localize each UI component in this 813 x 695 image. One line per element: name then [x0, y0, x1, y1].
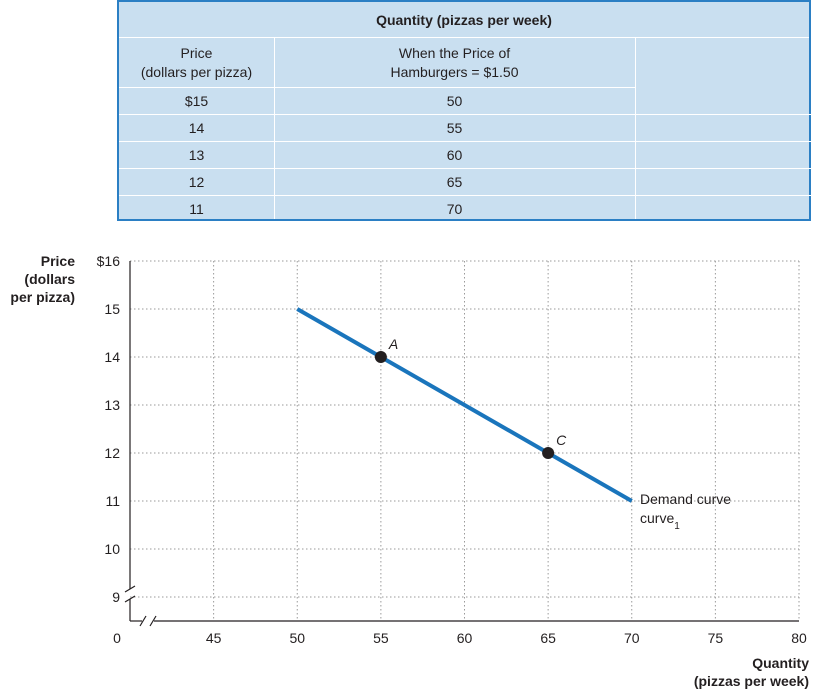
y-tick-label: 13: [104, 397, 120, 413]
quantity-header-line1: When the Price of: [398, 44, 511, 61]
y-tick-label: 10: [104, 541, 120, 557]
y-tick-label: 9: [112, 589, 120, 605]
table-cell-empty: [635, 115, 811, 142]
chart-tick-labels: 9 10 11 12 13 14 15 $16 45 50 55 60 65 70 75 80 0: [97, 253, 807, 646]
demand-curve-subscript: 1: [674, 521, 680, 532]
column-divider: [635, 38, 636, 219]
table-cell-price: 11: [119, 196, 274, 223]
demand-curve-label-line2: curve1: [640, 510, 680, 532]
quantity-header-text: When the Price of Hamburgers = $1.50: [390, 44, 518, 82]
y-axis-title-line3: per pizza): [10, 289, 75, 305]
demand-schedule-table: Quantity (pizzas per week) Price (dollar…: [117, 0, 811, 223]
demand-curve-line: [296, 307, 633, 503]
y-tick-label: 11: [105, 493, 120, 509]
table-cell-quantity: 70: [274, 196, 635, 223]
point-a-label: A: [388, 336, 398, 352]
quantity-header-line2: Hamburgers = $1.50: [390, 63, 519, 80]
chart-grid: [130, 260, 800, 621]
x-tick-label: 65: [540, 630, 556, 646]
y-axis-title-line2: (dollars: [24, 271, 75, 287]
x-axis-break-mark: [149, 615, 157, 627]
table-cell-empty: [635, 169, 811, 196]
table-cell-quantity: 50: [274, 88, 635, 115]
table-cell-quantity: 55: [274, 115, 635, 142]
x-tick-label: 70: [624, 630, 640, 646]
table-cell-price: 14: [119, 115, 274, 142]
price-column-header: Price (dollars per pizza): [119, 38, 274, 88]
y-tick-label: 15: [104, 301, 120, 317]
price-header-line2: (dollars per pizza): [140, 63, 253, 80]
x-tick-label: 50: [289, 630, 305, 646]
demand-curve-label-line1: Demand curve: [640, 491, 731, 507]
x-tick-label: 80: [791, 630, 807, 646]
demand-curve-label: Demand curve: [640, 491, 731, 507]
y-axis-break-mark: [124, 595, 136, 603]
table-title: Quantity (pizzas per week): [119, 2, 809, 38]
point-c-label: C: [556, 432, 567, 448]
y-tick-label: $16: [97, 253, 121, 269]
x-tick-label: 55: [373, 630, 389, 646]
y-tick-label: 12: [104, 445, 120, 461]
point-c: [542, 447, 555, 459]
point-a: [374, 351, 387, 363]
table-cell-quantity: 65: [274, 169, 635, 196]
y-tick-label: 14: [104, 349, 120, 365]
x-origin-label: 0: [113, 630, 121, 646]
column-divider: [274, 38, 275, 219]
price-header-text: Price (dollars per pizza): [141, 44, 252, 82]
x-axis-title-line2: (pizzas per week): [694, 673, 809, 689]
quantity-column-header: When the Price of Hamburgers = $1.50: [274, 38, 635, 88]
table-cell-price: 13: [119, 142, 274, 169]
x-tick-label: 75: [708, 630, 724, 646]
x-axis-break-mark: [139, 615, 147, 627]
table-cell-empty: [635, 196, 811, 223]
x-tick-label: 60: [457, 630, 473, 646]
table-cell-price: 12: [119, 169, 274, 196]
chart-axes: [124, 261, 799, 627]
x-tick-label: 45: [206, 630, 222, 646]
table-cell-empty: [635, 142, 811, 169]
x-axis-title-line1: Quantity: [752, 655, 809, 671]
table-cell-empty: [635, 88, 811, 115]
chart-points: AC: [374, 336, 567, 459]
table-cell-price: $15: [119, 88, 274, 115]
price-header-line1: Price: [180, 44, 213, 61]
chart-series: [296, 307, 633, 503]
table-cell-quantity: 60: [274, 142, 635, 169]
y-axis-title-line1: Price: [41, 253, 75, 269]
y-axis-break-mark: [124, 585, 136, 593]
